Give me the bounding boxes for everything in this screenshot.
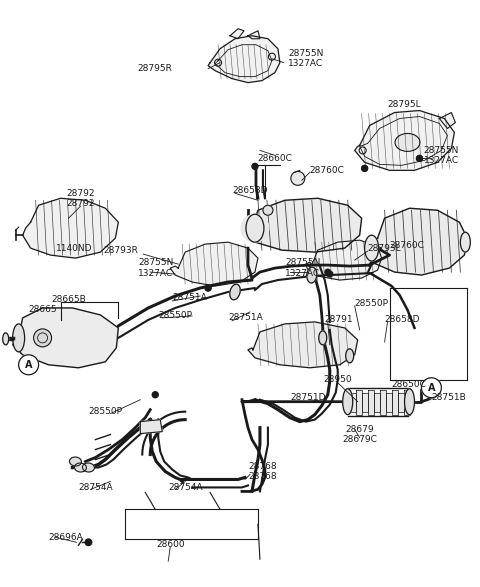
Polygon shape	[248, 198, 361, 252]
Text: 28751B: 28751B	[432, 393, 466, 402]
Text: 28679
28679C: 28679 28679C	[342, 425, 377, 444]
Text: 28755N
1327AC: 28755N 1327AC	[138, 258, 174, 278]
Polygon shape	[380, 390, 385, 414]
Ellipse shape	[319, 331, 327, 345]
Polygon shape	[361, 393, 368, 411]
Polygon shape	[385, 393, 392, 411]
Circle shape	[417, 156, 422, 161]
Text: 28751A: 28751A	[172, 294, 207, 302]
Circle shape	[19, 355, 38, 375]
Text: 28754A: 28754A	[168, 483, 203, 492]
Circle shape	[291, 171, 305, 185]
Ellipse shape	[70, 457, 82, 466]
Text: 28600: 28600	[156, 540, 184, 549]
Polygon shape	[248, 322, 358, 368]
Text: 28754A: 28754A	[78, 483, 113, 492]
Circle shape	[241, 214, 269, 242]
Ellipse shape	[346, 349, 354, 363]
Polygon shape	[230, 29, 244, 39]
Circle shape	[324, 269, 331, 275]
Text: 28768
28768: 28768 28768	[248, 462, 276, 481]
Ellipse shape	[395, 133, 420, 151]
Polygon shape	[404, 390, 409, 414]
Text: 28792
28792: 28792 28792	[67, 188, 95, 208]
Circle shape	[361, 165, 368, 172]
Text: 28760C: 28760C	[310, 166, 345, 175]
Ellipse shape	[405, 389, 415, 414]
Polygon shape	[392, 390, 397, 414]
Ellipse shape	[83, 463, 95, 472]
Circle shape	[34, 329, 51, 347]
Polygon shape	[397, 393, 404, 411]
Circle shape	[327, 271, 333, 277]
Text: 28795L: 28795L	[387, 100, 421, 109]
Circle shape	[204, 285, 212, 292]
Circle shape	[361, 166, 368, 171]
Text: 28550P: 28550P	[355, 299, 389, 309]
Text: 28795R: 28795R	[137, 64, 172, 73]
Text: 28755N
1327AC: 28755N 1327AC	[288, 49, 323, 68]
Polygon shape	[208, 36, 280, 83]
Polygon shape	[439, 113, 456, 129]
Circle shape	[252, 163, 258, 170]
Polygon shape	[306, 240, 382, 280]
Ellipse shape	[460, 232, 470, 252]
Text: 28751A: 28751A	[228, 313, 263, 322]
Text: 28665B: 28665B	[51, 295, 86, 305]
Text: 1140ND: 1140ND	[56, 244, 92, 252]
Text: 28793R: 28793R	[103, 245, 138, 255]
Text: A: A	[428, 383, 435, 393]
Text: A: A	[25, 360, 32, 370]
Ellipse shape	[3, 333, 9, 345]
Text: 28550P: 28550P	[88, 407, 122, 416]
Text: 28696A: 28696A	[48, 533, 84, 542]
Ellipse shape	[343, 389, 353, 414]
Ellipse shape	[246, 214, 264, 242]
Polygon shape	[368, 208, 468, 275]
Polygon shape	[350, 393, 356, 411]
Polygon shape	[355, 110, 455, 170]
Text: 28755N
1327AC: 28755N 1327AC	[423, 146, 459, 165]
Text: 28650C: 28650C	[392, 380, 426, 389]
Text: 28658D: 28658D	[232, 186, 267, 195]
Text: 28950: 28950	[324, 375, 352, 384]
Text: 28751D: 28751D	[290, 393, 325, 402]
Text: 28755N
1327AC: 28755N 1327AC	[285, 258, 320, 278]
Text: 28665: 28665	[29, 305, 57, 315]
Polygon shape	[356, 390, 361, 414]
Polygon shape	[170, 242, 258, 286]
Ellipse shape	[74, 463, 86, 472]
Ellipse shape	[12, 324, 24, 352]
Circle shape	[263, 205, 273, 215]
Ellipse shape	[307, 267, 317, 283]
Polygon shape	[368, 390, 373, 414]
Circle shape	[205, 285, 211, 291]
Text: 28658D: 28658D	[384, 315, 420, 325]
Text: 28793L: 28793L	[368, 244, 401, 252]
Polygon shape	[140, 420, 162, 434]
Circle shape	[84, 538, 93, 546]
Circle shape	[416, 155, 423, 162]
Polygon shape	[373, 393, 380, 411]
Circle shape	[152, 392, 158, 398]
Polygon shape	[23, 198, 119, 258]
Circle shape	[421, 378, 442, 398]
Ellipse shape	[230, 284, 240, 300]
Text: 28791: 28791	[325, 315, 353, 325]
Polygon shape	[248, 31, 260, 39]
Text: 28660C: 28660C	[257, 154, 292, 163]
Text: 28550P: 28550P	[158, 312, 192, 321]
Text: 28760C: 28760C	[390, 241, 424, 249]
Polygon shape	[12, 308, 119, 368]
Ellipse shape	[365, 235, 379, 261]
